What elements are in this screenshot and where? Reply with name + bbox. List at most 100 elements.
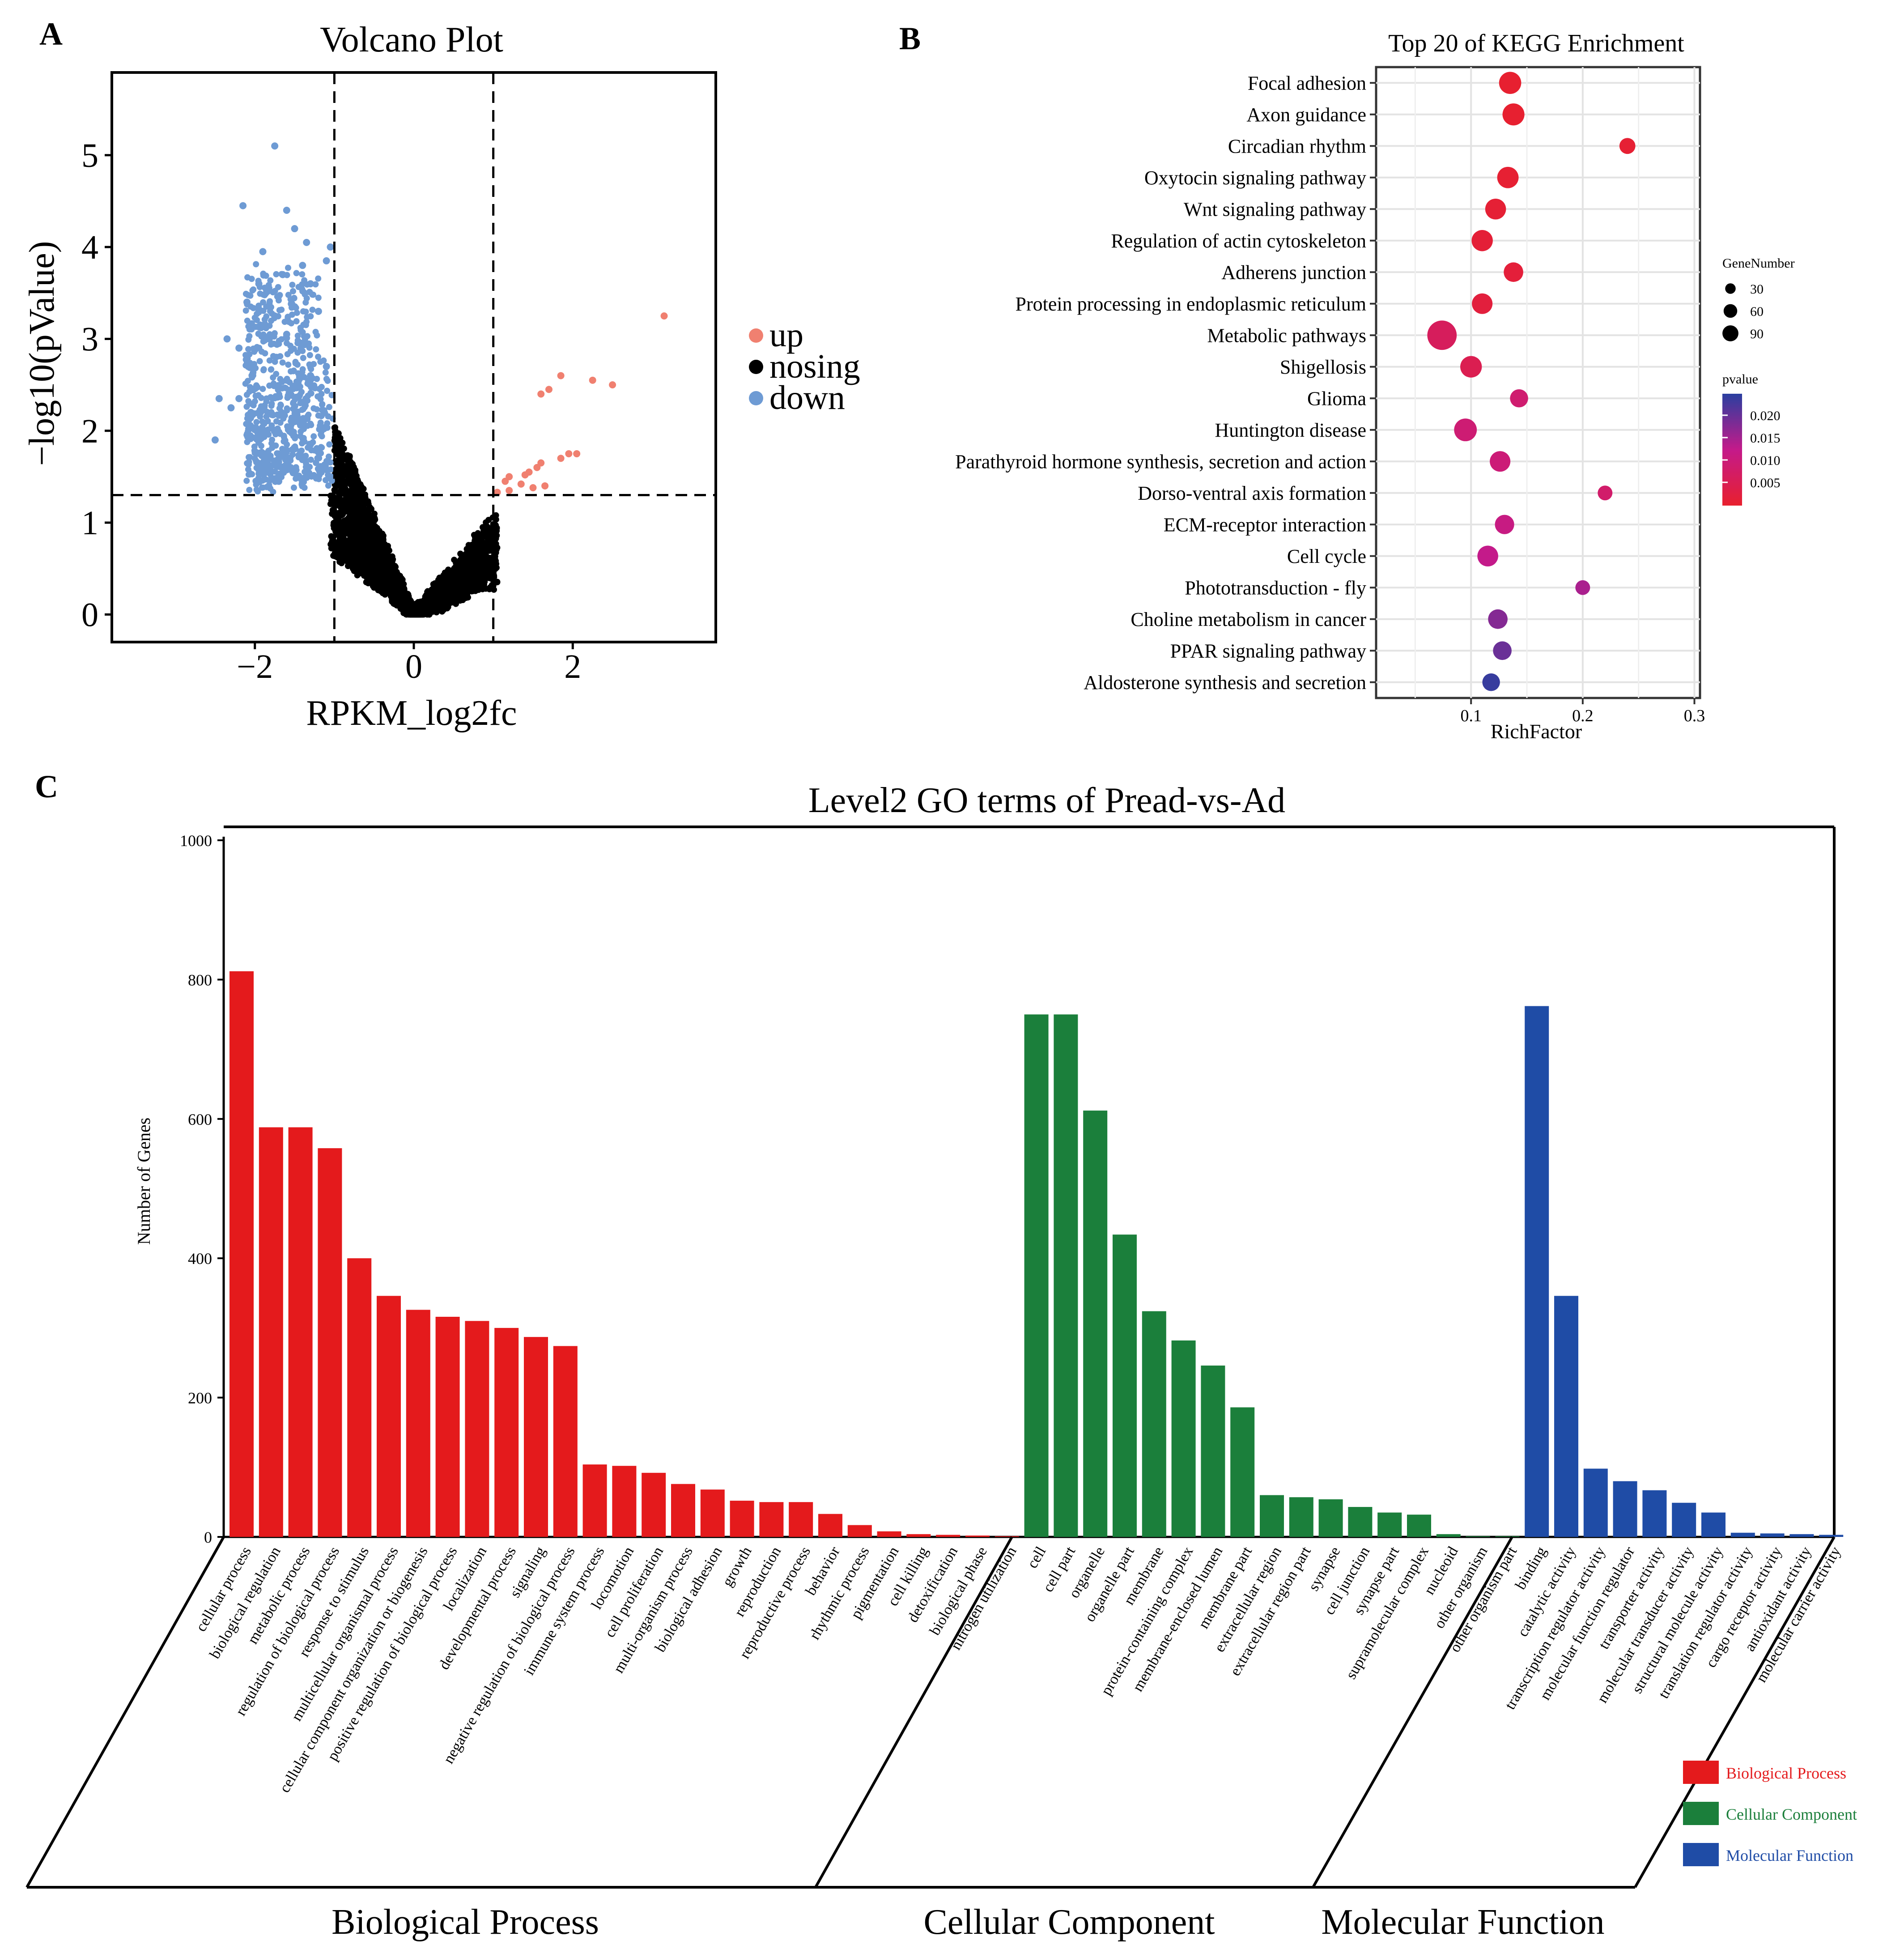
volcano-point-down xyxy=(254,430,261,436)
volcano-point-down xyxy=(245,336,252,343)
volcano-point-down xyxy=(266,357,273,364)
go-bar xyxy=(465,1321,489,1537)
volcano-legend-label: nosing xyxy=(769,348,860,385)
volcano-point-down xyxy=(298,480,305,487)
volcano-point-down xyxy=(324,387,331,394)
volcano-point-up xyxy=(541,482,549,489)
volcano-point-down xyxy=(275,387,281,393)
volcano-point-down xyxy=(324,425,331,431)
volcano-point-down xyxy=(255,302,262,309)
volcano-point-down xyxy=(223,335,231,343)
go-bar xyxy=(1377,1512,1402,1537)
volcano-point-nosing xyxy=(344,517,350,523)
volcano-point-nosing xyxy=(378,581,385,587)
kegg-dot xyxy=(1499,72,1522,94)
volcano-point-down xyxy=(302,299,309,306)
volcano-point-nosing xyxy=(486,547,493,554)
volcano-point-nosing xyxy=(467,583,473,590)
volcano-point-nosing xyxy=(332,424,339,431)
go-bar xyxy=(494,1328,519,1537)
volcano-point-down xyxy=(310,361,317,367)
volcano-point-nosing xyxy=(381,562,387,568)
volcano-point-nosing xyxy=(473,544,480,550)
volcano-points xyxy=(211,142,668,496)
volcano-point-down xyxy=(270,489,276,495)
go-bar xyxy=(377,1296,401,1537)
volcano-point-down xyxy=(301,333,307,340)
volcano-point-nosing xyxy=(352,496,358,502)
go-group-divider xyxy=(814,1536,1013,1888)
volcano-point-nosing xyxy=(357,481,364,488)
volcano-point-nosing xyxy=(404,605,411,612)
volcano-point-down xyxy=(283,376,290,384)
volcano-point-nosing xyxy=(444,605,450,612)
volcano-point-down xyxy=(303,238,310,246)
kegg-dot xyxy=(1502,103,1525,126)
volcano-point-nosing xyxy=(476,538,483,545)
go-bar xyxy=(642,1472,666,1537)
go-panel: C Level2 GO terms of Pread-vs-Ad Number … xyxy=(26,769,1857,1942)
volcano-point-down xyxy=(284,405,290,412)
kegg-colorbar xyxy=(1722,394,1742,506)
volcano-point-nosing xyxy=(328,534,335,540)
volcano-point-down xyxy=(259,386,266,392)
volcano-point-nosing xyxy=(363,542,370,549)
volcano-point-down xyxy=(299,286,306,293)
volcano-point-down xyxy=(315,476,322,482)
volcano-point-nosing xyxy=(391,563,398,569)
go-bar xyxy=(1289,1497,1313,1537)
volcano-point-nosing xyxy=(369,552,376,558)
volcano-point-down xyxy=(251,434,258,441)
volcano-point-down xyxy=(235,344,243,352)
go-bar xyxy=(700,1489,725,1537)
volcano-point-up xyxy=(660,312,668,320)
volcano-point-nosing xyxy=(492,556,498,563)
volcano-point-nosing xyxy=(386,562,392,569)
volcano-point-down xyxy=(243,298,251,306)
volcano-point-down xyxy=(273,370,280,377)
volcano-point-nosing xyxy=(342,486,348,493)
volcano-point-down xyxy=(316,426,323,433)
volcano-point-down xyxy=(255,323,262,330)
go-bar xyxy=(435,1316,460,1537)
volcano-point-down xyxy=(300,308,306,315)
volcano-point-nosing xyxy=(343,545,350,552)
volcano-legend-key xyxy=(749,360,763,374)
volcano-point-down xyxy=(290,288,296,294)
volcano-point-down xyxy=(268,366,274,373)
volcano-point-down xyxy=(276,307,283,314)
go-bar xyxy=(671,1484,695,1537)
volcano-point-down xyxy=(253,424,259,431)
volcano-point-down xyxy=(267,452,274,459)
kegg-xtick-label: 0.2 xyxy=(1572,706,1594,725)
go-bar xyxy=(847,1525,872,1537)
go-bar xyxy=(936,1535,960,1537)
volcano-point-down xyxy=(260,322,267,328)
volcano-point-down xyxy=(295,452,302,459)
volcano-point-up xyxy=(589,376,596,384)
volcano-point-down xyxy=(268,317,274,324)
go-bar xyxy=(1113,1234,1137,1537)
kegg-plot: Focal adhesion Axon guidance Circadian rhy… xyxy=(955,66,1705,725)
go-bar xyxy=(818,1514,842,1537)
volcano-point-down xyxy=(261,450,268,457)
volcano-point-nosing xyxy=(377,555,383,562)
volcano-point-down xyxy=(260,299,267,306)
volcano-point-nosing xyxy=(430,581,437,587)
volcano-point-down xyxy=(243,432,250,438)
volcano-point-nosing xyxy=(342,455,349,461)
kegg-panel: B Top 20 of KEGG Enrichment Focal adhesi… xyxy=(899,21,1795,743)
volcano-point-nosing xyxy=(354,545,361,552)
kegg-colorbar-label: 0.005 xyxy=(1750,476,1781,490)
volcano-title: Volcano Plot xyxy=(320,20,503,60)
volcano-point-down xyxy=(272,358,278,365)
volcano-point-nosing xyxy=(379,530,386,537)
volcano-point-down xyxy=(215,395,223,402)
volcano-point-down xyxy=(259,484,266,491)
go-legend-key xyxy=(1683,1761,1719,1784)
go-term-label: cell xyxy=(1024,1544,1050,1571)
go-bar xyxy=(1819,1535,1844,1537)
volcano-point-down xyxy=(255,410,262,417)
go-bar xyxy=(1730,1532,1755,1537)
